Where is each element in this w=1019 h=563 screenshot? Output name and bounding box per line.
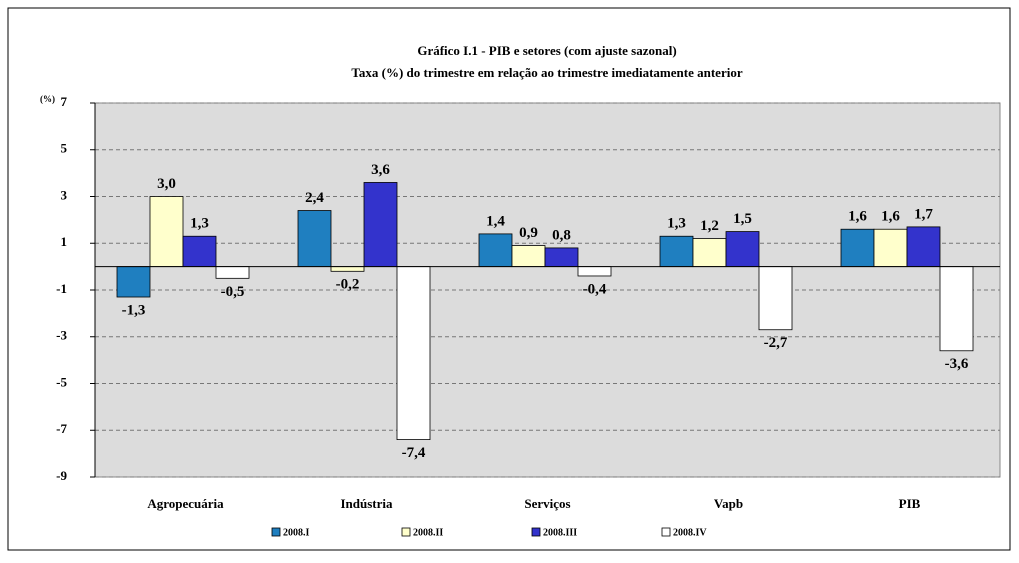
bar — [873, 228, 908, 268]
value-label: 1,6 — [848, 209, 867, 225]
bar — [511, 245, 546, 268]
x-tick-label: Serviços — [524, 496, 570, 511]
y-tick-label: 1 — [61, 234, 68, 249]
bar — [149, 196, 184, 268]
y-tick-label: -9 — [56, 468, 67, 483]
x-tick-label: Agropecuária — [147, 496, 224, 511]
legend-label: 2008.I — [283, 527, 310, 538]
value-label: -0,4 — [583, 281, 607, 297]
value-label: 0,9 — [519, 225, 538, 241]
value-label: -2,7 — [764, 335, 788, 351]
chart-title: Gráfico I.1 - PIB e setores (com ajuste … — [417, 43, 676, 58]
bar — [659, 235, 694, 268]
value-label: 0,8 — [552, 227, 571, 243]
bar — [215, 266, 250, 279]
y-tick-label: -3 — [56, 328, 67, 343]
y-tick-label: -5 — [56, 374, 67, 389]
bar — [758, 266, 793, 331]
value-label: 1,5 — [733, 211, 752, 227]
bar — [396, 266, 431, 441]
y-tick-label: 7 — [61, 94, 68, 109]
y-tick-label: -7 — [56, 421, 67, 436]
value-label: -3,6 — [945, 356, 969, 372]
bar — [363, 182, 398, 268]
y-tick-label: -1 — [56, 281, 67, 296]
bar — [330, 266, 365, 272]
value-label: 2,4 — [305, 190, 324, 206]
bar — [544, 247, 579, 268]
legend-swatch — [661, 527, 671, 537]
value-label: 1,4 — [486, 213, 505, 229]
value-label: 1,3 — [667, 216, 686, 232]
x-tick-label: PIB — [899, 496, 921, 511]
bar — [297, 210, 332, 268]
bar — [840, 228, 875, 268]
y-axis-label: (%) — [40, 94, 55, 104]
value-label: -1,3 — [122, 302, 146, 318]
y-tick-label: 5 — [61, 141, 68, 156]
value-label: -7,4 — [402, 445, 426, 461]
value-label: 3,0 — [157, 176, 176, 192]
legend-swatch — [271, 527, 281, 537]
legend-label: 2008.II — [413, 527, 443, 538]
bar — [116, 266, 151, 298]
bar — [182, 235, 217, 268]
y-tick-label: 3 — [61, 187, 68, 202]
value-label: 1,2 — [700, 218, 719, 234]
legend-swatch — [401, 527, 411, 537]
bar — [725, 231, 760, 268]
legend-swatch — [531, 527, 541, 537]
value-label: 3,6 — [371, 162, 390, 178]
bar — [939, 266, 974, 352]
legend-label: 2008.III — [543, 527, 577, 538]
value-label: 1,3 — [190, 216, 209, 232]
legend-label: 2008.IV — [673, 527, 707, 538]
value-label: 1,7 — [914, 206, 933, 222]
bar — [577, 266, 612, 277]
bar — [478, 233, 513, 268]
chart-subtitle: Taxa (%) do trimestre em relação ao trim… — [351, 65, 742, 80]
bar — [906, 226, 941, 268]
x-tick-label: Indústria — [340, 496, 393, 511]
value-label: -0,5 — [221, 284, 245, 300]
value-label: 1,6 — [881, 209, 900, 225]
bar — [692, 238, 727, 268]
x-tick-label: Vapb — [714, 496, 743, 511]
value-label: -0,2 — [336, 277, 360, 293]
